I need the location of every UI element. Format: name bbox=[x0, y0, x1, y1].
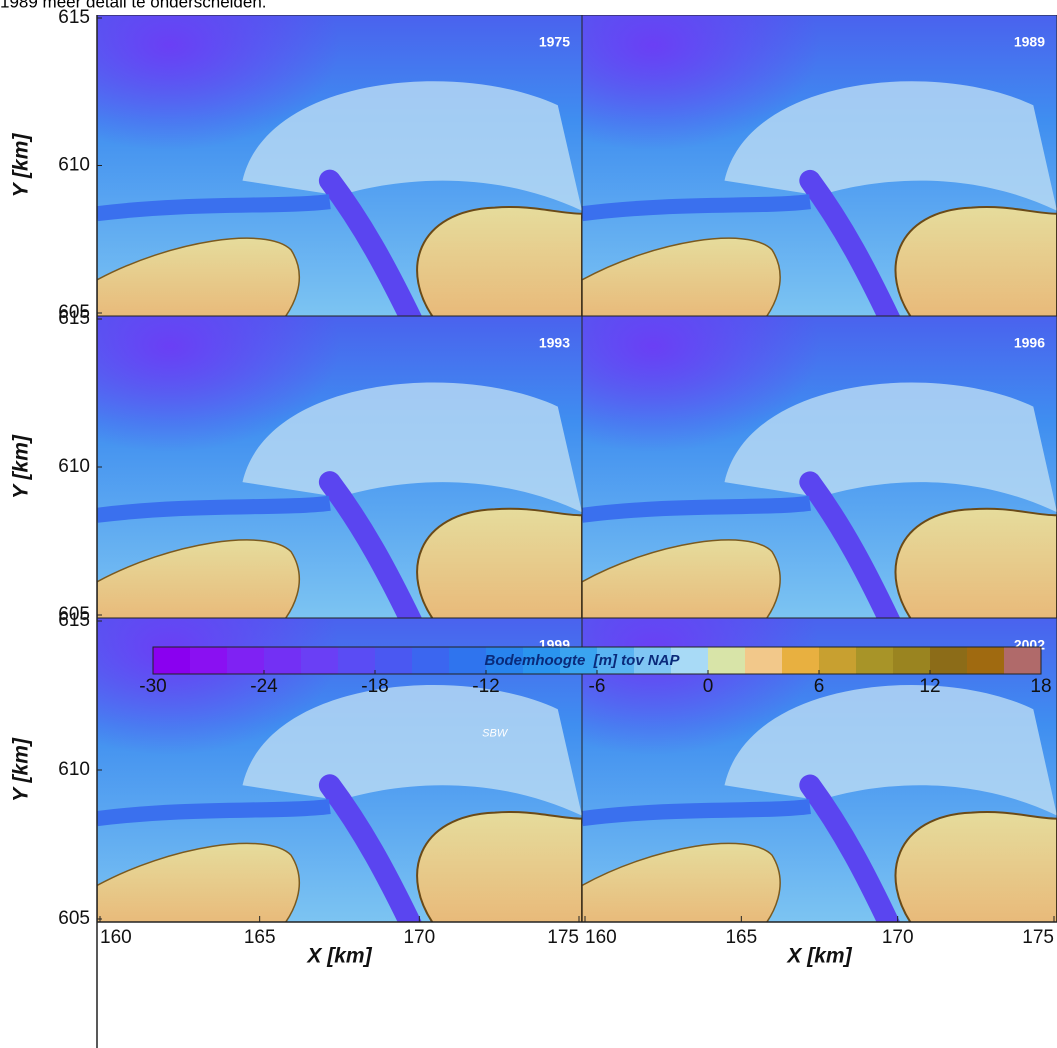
channel bbox=[799, 471, 901, 618]
colorbar-segment bbox=[375, 647, 413, 674]
colorbar-segment bbox=[264, 647, 302, 674]
colorbar-tick-label: 6 bbox=[814, 676, 825, 697]
colorbar-segment bbox=[412, 647, 450, 674]
island-west bbox=[97, 237, 301, 316]
y-tick-label: 615 bbox=[58, 610, 90, 631]
channel-west bbox=[582, 194, 811, 222]
island-east bbox=[894, 811, 1057, 922]
colorbar-segment bbox=[523, 647, 561, 674]
x-tick-label: 160 bbox=[100, 927, 132, 948]
island-west bbox=[582, 237, 781, 316]
colorbar-segment bbox=[930, 647, 968, 674]
colorbar-segment bbox=[153, 647, 191, 674]
y-tick-label: 605 bbox=[58, 604, 90, 625]
x-axis-label: X [km] bbox=[306, 945, 372, 968]
y-tick-label: 605 bbox=[58, 302, 90, 323]
colorbar-segment bbox=[967, 647, 1005, 674]
year-label: 1996 bbox=[1014, 335, 1045, 351]
colorbar-tick-label: 12 bbox=[919, 676, 940, 697]
y-axis-label: Y [km] bbox=[10, 737, 33, 802]
colorbar-segment bbox=[449, 647, 487, 674]
y-tick-label: 610 bbox=[58, 155, 90, 176]
y-axis-label: Y [km] bbox=[10, 434, 33, 499]
map-panel: 1993 bbox=[97, 316, 582, 618]
colorbar-segment bbox=[1004, 647, 1042, 674]
colorbar-tick-label: -12 bbox=[472, 676, 499, 697]
colorbar-segment bbox=[486, 647, 524, 674]
colorbar-tick-label: 18 bbox=[1030, 676, 1051, 697]
y-axis-label: Y [km] bbox=[10, 133, 33, 198]
year-label: 1989 bbox=[1014, 34, 1045, 50]
island-east bbox=[416, 811, 582, 922]
x-tick-label: 160 bbox=[585, 927, 617, 948]
colorbar-tick-label: -30 bbox=[139, 676, 166, 697]
colorbar-segment bbox=[745, 647, 783, 674]
caption: 1989 meer detail te onderscheiden. bbox=[0, 0, 267, 11]
colorbar-segment bbox=[708, 647, 746, 674]
x-tick-label: 175 bbox=[547, 927, 579, 948]
map-panel: 1996 bbox=[582, 316, 1057, 618]
channel bbox=[799, 169, 901, 316]
channel-west bbox=[97, 194, 331, 222]
colorbar-segment bbox=[227, 647, 265, 674]
channel-west bbox=[97, 495, 331, 523]
island-east bbox=[416, 206, 582, 316]
colorbar-label: Bodemhoogte [m] tov NAP bbox=[485, 652, 681, 669]
colorbar-segment bbox=[597, 647, 635, 674]
colorbar-segment bbox=[560, 647, 598, 674]
colorbar-segment bbox=[893, 647, 931, 674]
year-label: 1975 bbox=[539, 34, 570, 50]
annotation: SBW bbox=[482, 727, 509, 739]
colorbar-segment bbox=[819, 647, 857, 674]
x-tick-label: 170 bbox=[403, 927, 435, 948]
island-west bbox=[582, 539, 781, 618]
y-tick-label: 615 bbox=[58, 308, 90, 329]
map-panel: 1975 bbox=[97, 15, 582, 316]
island-east bbox=[416, 507, 582, 618]
colorbar-segment bbox=[634, 647, 672, 674]
channel bbox=[318, 471, 422, 618]
y-tick-label: 610 bbox=[58, 456, 90, 477]
x-tick-label: 175 bbox=[1022, 927, 1054, 948]
island-east bbox=[894, 206, 1057, 316]
colorbar-tick-label: -18 bbox=[361, 676, 388, 697]
channel-west bbox=[97, 798, 331, 827]
colorbar-tick-label: 0 bbox=[703, 676, 714, 697]
channel-west bbox=[582, 495, 811, 523]
channel bbox=[318, 774, 422, 922]
colorbar-segment bbox=[671, 647, 709, 674]
colorbar-segment bbox=[190, 647, 228, 674]
colorbar-segment bbox=[301, 647, 339, 674]
x-tick-label: 165 bbox=[244, 927, 276, 948]
colorbar-segment bbox=[856, 647, 894, 674]
channel bbox=[799, 774, 901, 922]
colorbar-tick-label: -6 bbox=[589, 676, 606, 697]
y-tick-label: 605 bbox=[58, 908, 90, 929]
island-west bbox=[97, 842, 301, 922]
colorbar-tick-label: -24 bbox=[250, 676, 278, 697]
x-tick-label: 170 bbox=[882, 927, 914, 948]
colorbar-segment bbox=[782, 647, 820, 674]
island-west bbox=[582, 842, 781, 922]
map-panel: 1989 bbox=[582, 15, 1057, 316]
y-tick-label: 610 bbox=[58, 759, 90, 780]
x-axis-label: X [km] bbox=[786, 945, 852, 968]
colorbar-segment bbox=[338, 647, 376, 674]
x-tick-label: 165 bbox=[725, 927, 757, 948]
year-label: 1993 bbox=[539, 335, 570, 351]
y-tick-label: 615 bbox=[58, 7, 90, 28]
channel bbox=[318, 169, 422, 316]
channel-west bbox=[582, 798, 811, 827]
island-west bbox=[97, 539, 301, 618]
island-east bbox=[894, 507, 1057, 618]
